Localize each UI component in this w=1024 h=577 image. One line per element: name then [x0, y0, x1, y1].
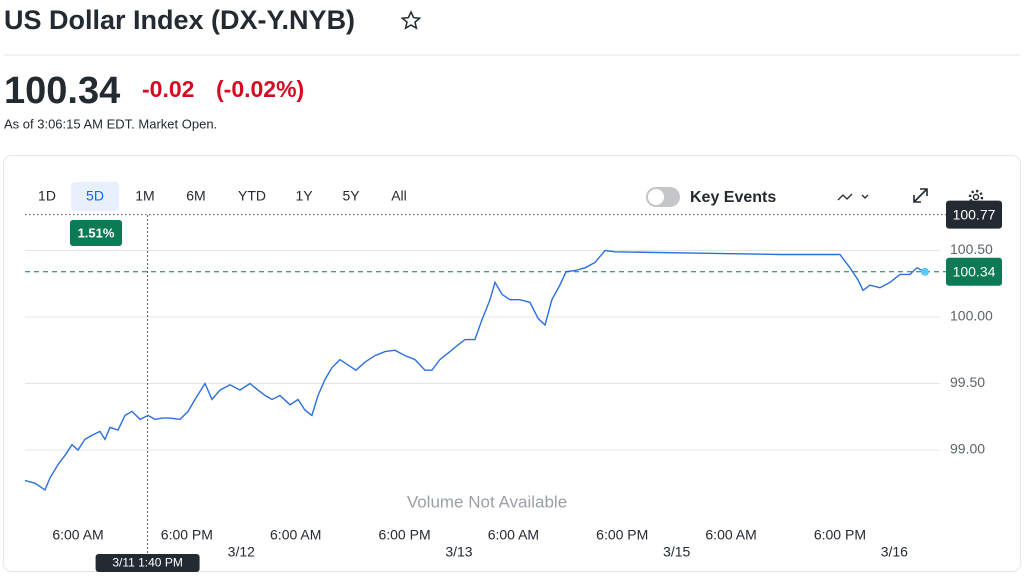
x-tick-label: 6:00 AM [488, 527, 539, 543]
price-line [24, 249, 926, 491]
volume-note: Volume Not Available [407, 492, 567, 511]
range-button[interactable]: YTD [238, 188, 266, 204]
x-tick-label: 6:00 PM [161, 527, 213, 543]
x-tick-label: 3/15 [663, 544, 690, 560]
y-tick-label: 99.50 [950, 374, 985, 390]
y-tick-label: 100.00 [950, 308, 993, 324]
toggle-knob [648, 189, 664, 205]
y-tick-label: 100.50 [950, 241, 993, 257]
settings-icon[interactable] [968, 189, 984, 205]
plot: 99.00 99.50 100.00 100.50 6:00 AM 6:00 PM 3/12… [24, 200, 1002, 572]
crosshair-label: 3/11 1:40 PM [112, 556, 183, 570]
x-tick-label: 6:00 AM [270, 527, 321, 543]
range-button[interactable]: 1D [38, 188, 56, 204]
x-tick-label: 6:00 PM [596, 527, 648, 543]
range-button[interactable]: 5D [86, 188, 104, 204]
range-button[interactable]: 1Y [295, 188, 313, 204]
crosshair-change-bg [70, 220, 122, 246]
high-label-bg [946, 200, 1002, 229]
crosshair-label-bg [95, 554, 200, 572]
chart-card [3, 155, 1021, 572]
settings-icon-center [972, 193, 980, 201]
range-button[interactable]: All [391, 188, 407, 204]
watchlist-star[interactable] [400, 10, 422, 30]
as-of: As of 3:06:15 AM EDT. Market Open. [4, 116, 217, 131]
page-title: US Dollar Index (DX-Y.NYB) [4, 5, 355, 35]
x-tick-label: 6:00 AM [705, 527, 756, 543]
key-events[interactable]: Key Events [690, 189, 776, 206]
last-price-label: 100.34 [953, 263, 996, 279]
toolbar: 1D 5D 1M 6M YTD 1Y 5Y All [38, 182, 407, 211]
price: 100.34 [4, 70, 120, 112]
y-tick-label: 99.00 [950, 441, 985, 457]
expand-icon[interactable] [913, 188, 928, 203]
x-tick-label: 3/16 [881, 544, 908, 560]
x-tick-label: 3/13 [445, 544, 472, 560]
x-tick-label: 6:00 AM [52, 527, 103, 543]
change-percent: (-0.02%) [216, 76, 304, 102]
x-tick-label: 3/12 [228, 544, 255, 560]
range-button[interactable]: 6M [186, 188, 205, 204]
range-selected-bg [71, 182, 119, 211]
chart-type-menu[interactable] [837, 193, 869, 201]
range-button[interactable]: 5Y [342, 188, 360, 204]
change: -0.02 [142, 76, 194, 102]
crosshair-change: 1.51% [78, 225, 115, 240]
x-tick-label: 6:00 PM [814, 527, 866, 543]
range-button[interactable]: 1M [135, 188, 154, 204]
high-label: 100.77 [953, 206, 996, 222]
x-tick-label: 6:00 PM [378, 527, 430, 543]
last-point [921, 267, 930, 276]
last-price-bg [946, 257, 1002, 286]
